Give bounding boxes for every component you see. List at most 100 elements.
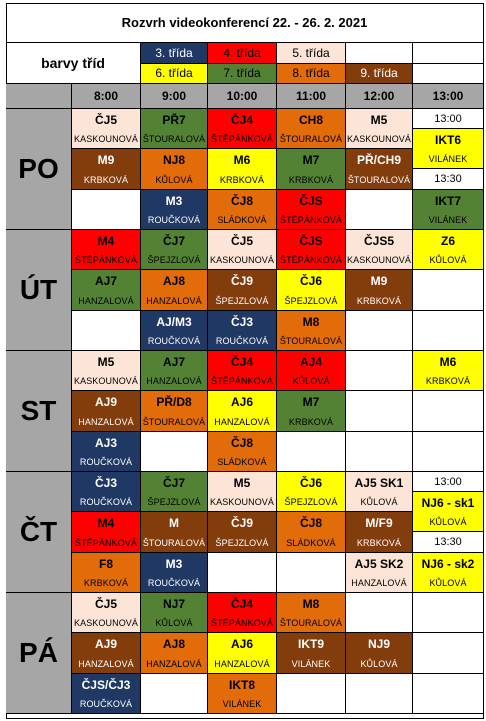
subject-label: ČJ3 bbox=[230, 314, 253, 329]
teacher-label: SLÁDKOVÁ bbox=[217, 214, 267, 225]
time-note: 13:00 bbox=[413, 109, 484, 130]
lesson-cell: IKT7 VILÁNEK bbox=[413, 189, 484, 230]
subject-label: PŘ/D8 bbox=[156, 395, 192, 410]
lesson-cell: AJ7 HANZALOVÁ bbox=[141, 350, 208, 392]
lesson-cell: M8 ŠTOURALOVÁ bbox=[277, 592, 346, 634]
teacher-label: ŠTĚPÁNKOVÁ bbox=[210, 376, 274, 387]
time-header: 12:00 bbox=[346, 84, 413, 109]
lesson-cell: M9 KRBKOVÁ bbox=[346, 270, 413, 311]
lesson-cell: ČJ9 ŠPEJZLOVÁ bbox=[208, 270, 277, 311]
subject-label: NJ6 - sk1 bbox=[421, 496, 475, 511]
subject-label: ČJ8 bbox=[230, 193, 253, 208]
teacher-label: HANZALOVÁ bbox=[146, 376, 202, 387]
time-header: 8:00 bbox=[72, 84, 141, 109]
legend-item: 9. třída bbox=[346, 63, 413, 84]
lesson-cell: ČJ6 ŠPEJZLOVÁ bbox=[277, 471, 346, 513]
teacher-label: KRBKOVÁ bbox=[356, 295, 402, 306]
lesson-cell: M/F9 KRBKOVÁ bbox=[346, 512, 413, 553]
subject-label: ČJ5 bbox=[94, 596, 117, 611]
teacher-label: VILÁNEK bbox=[428, 214, 468, 225]
empty-cell bbox=[413, 310, 484, 351]
lesson-cell: M7 KRBKOVÁ bbox=[277, 149, 346, 190]
subject-label: M3 bbox=[165, 193, 183, 208]
lesson-cell: AJ9 HANZALOVÁ bbox=[72, 391, 141, 432]
subject-label: ČJS5 bbox=[363, 233, 395, 248]
empty-cell bbox=[346, 189, 413, 230]
lesson-cell: AJ5 SK2 HANZALOVÁ bbox=[346, 552, 413, 593]
lesson-cell: M ŠTOURALOVÁ bbox=[141, 512, 208, 553]
empty-cell bbox=[72, 310, 141, 351]
empty-cell bbox=[346, 592, 413, 634]
subject-label: ČJ4 bbox=[230, 354, 253, 369]
lesson-cell: NJ8 KŮLOVÁ bbox=[141, 149, 208, 190]
lesson-cell: ČJ4 ŠTĚPÁNKOVÁ bbox=[208, 350, 277, 392]
teacher-label: ŠTĚPÁNKOVÁ bbox=[279, 255, 343, 266]
teacher-label: KASKOUNOVÁ bbox=[209, 255, 275, 266]
teacher-label: VILÁNEK bbox=[222, 698, 262, 709]
subject-label: Z6 bbox=[440, 233, 455, 248]
subject-label: ČJ7 bbox=[162, 475, 185, 490]
page-title: Rozvrh videokonferencí 22. - 26. 2. 2021 bbox=[6, 3, 484, 43]
teacher-label: ŠTĚPÁNKOVÁ bbox=[210, 618, 274, 629]
subject-label: AJ7 bbox=[162, 354, 185, 369]
teacher-label: ŠTOURALOVÁ bbox=[279, 335, 343, 346]
subject-label: M9 bbox=[97, 153, 115, 168]
teacher-label: ŠPEJZLOVÁ bbox=[147, 255, 201, 266]
empty-cell bbox=[346, 391, 413, 432]
empty-cell bbox=[346, 310, 413, 351]
lesson-cell: ČJ9 ŠPEJZLOVÁ bbox=[208, 512, 277, 553]
subject-label: M9 bbox=[370, 274, 388, 289]
teacher-label: ŠTĚPÁNKOVÁ bbox=[74, 255, 138, 266]
teacher-label: KASKOUNOVÁ bbox=[73, 618, 139, 629]
teacher-label: HANZALOVÁ bbox=[214, 658, 270, 669]
empty-cell bbox=[346, 673, 413, 714]
subject-label: AJ8 bbox=[162, 274, 185, 289]
teacher-label: ŠTOURALOVÁ bbox=[142, 134, 206, 145]
subject-label: ČJ4 bbox=[230, 113, 253, 127]
teacher-label: KŮLOVÁ bbox=[360, 658, 398, 669]
teacher-label: HANZALOVÁ bbox=[78, 416, 134, 427]
teacher-label: KŮLOVÁ bbox=[360, 497, 398, 508]
subject-label: M7 bbox=[302, 395, 320, 410]
teacher-label: ŠPEJZLOVÁ bbox=[284, 295, 338, 306]
lesson-cell: ČJ7 ŠPEJZLOVÁ bbox=[141, 229, 208, 271]
legend-label: barvy tříd bbox=[6, 43, 141, 84]
lesson-cell: IKT6 VILÁNEK bbox=[413, 129, 484, 170]
teacher-label: KŮLOVÁ bbox=[155, 174, 193, 185]
subject-label: ČJ4 bbox=[230, 596, 253, 611]
lesson-cell: M4 ŠTĚPÁNKOVÁ bbox=[72, 512, 141, 553]
lesson-cell: NJ6 - sk1 KŮLOVÁ bbox=[413, 492, 484, 533]
teacher-label: KRBKOVÁ bbox=[219, 174, 265, 185]
subject-label: IKT8 bbox=[228, 677, 255, 692]
lesson-cell: CH8 ŠTOURALOVÁ bbox=[277, 109, 346, 150]
teacher-label: SLÁDKOVÁ bbox=[217, 456, 267, 467]
empty-cell bbox=[72, 189, 141, 230]
teacher-label: ŠTOURALOVÁ bbox=[347, 174, 411, 185]
subject-label: ČJ3 bbox=[94, 475, 117, 490]
lesson-cell: ČJ8 SLÁDKOVÁ bbox=[208, 431, 277, 472]
lesson-cell: PŘ7 ŠTOURALOVÁ bbox=[141, 109, 208, 150]
subject-label: ČJS bbox=[299, 193, 323, 208]
subject-label: NJ6 - sk2 bbox=[421, 556, 475, 571]
subject-label: AJ6 bbox=[230, 395, 253, 410]
day-label: PÁ bbox=[6, 592, 72, 714]
subject-label: AJ/M3 bbox=[156, 314, 192, 329]
subject-label: ČJ5 bbox=[94, 113, 117, 127]
empty-cell bbox=[413, 431, 484, 472]
lesson-cell: M9 KRBKOVÁ bbox=[72, 149, 141, 190]
lesson-cell: ČJ7 ŠPEJZLOVÁ bbox=[141, 471, 208, 513]
lesson-cell: ČJ6 ŠPEJZLOVÁ bbox=[277, 270, 346, 311]
lesson-cell: AJ6 HANZALOVÁ bbox=[208, 633, 277, 674]
subject-label: M8 bbox=[302, 596, 320, 611]
subject-label: AJ9 bbox=[94, 637, 117, 652]
legend-item: 3. třída bbox=[141, 43, 208, 64]
subject-label: CH8 bbox=[298, 113, 323, 127]
lesson-cell: M8 ŠTOURALOVÁ bbox=[277, 310, 346, 351]
subject-label: M/F9 bbox=[365, 516, 393, 531]
subject-label: M4 bbox=[97, 516, 115, 531]
teacher-label: ŠTĚPÁNKOVÁ bbox=[210, 134, 274, 145]
teacher-label: ŠPEJZLOVÁ bbox=[215, 295, 269, 306]
teacher-label: ŠPEJZLOVÁ bbox=[284, 497, 338, 508]
teacher-label: ŠTĚPÁNKOVÁ bbox=[74, 537, 138, 548]
legend-item: 4. třída bbox=[208, 43, 277, 64]
